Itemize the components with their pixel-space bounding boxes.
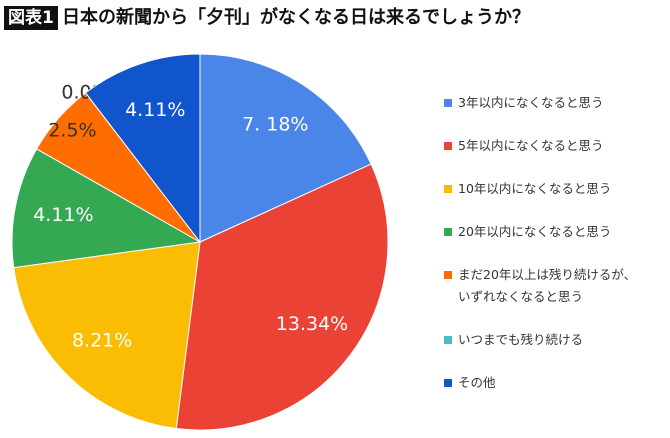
legend-item: 5年以内になくなると思う [444,135,638,157]
legend-swatch [444,271,452,279]
legend-swatch [444,336,452,344]
data-label: 4.11% [33,204,93,226]
legend-label: 3年以内になくなると思う [458,95,604,110]
chart-title: 日本の新聞から「夕刊」がなくなる日は来るでしょうか？ [62,7,530,28]
data-label: 7. 18% [242,114,308,136]
pie-slice [13,241,201,430]
legend-swatch [444,228,452,236]
legend-item: 10年以内になくなると思う [444,178,638,200]
legend-label: その他 [458,375,496,390]
legend-item: 3年以内になくなると思う [444,92,638,114]
pie-slice [175,163,389,431]
data-label: 8.21% [72,329,132,351]
pie-slice [199,53,372,243]
legend-label: 20年以内になくなると思う [458,224,612,239]
legend-item: 20年以内になくなると思う [444,221,638,243]
data-label: 2.5% [48,119,96,141]
legend-label: 10年以内になくなると思う [458,181,612,196]
data-label: 4.11% [125,99,185,121]
legend: 3年以内になくなると思う 5年以内になくなると思う 10年以内になくなると思う 20年… [444,92,664,415]
legend-label: 5年以内になくなると思う [458,138,604,153]
legend-label: まだ20年以上は残り続けるが、いずれなくなると思う [458,267,637,304]
data-label: 13.34% [276,313,348,335]
pie-slice [11,148,202,269]
badge: 図表1 [4,6,58,30]
legend-swatch [444,185,452,193]
legend-item: まだ20年以上は残り続けるが、いずれなくなると思う [444,264,638,308]
legend-swatch [444,142,452,150]
legend-label: いつまでも残り続ける [458,332,584,347]
legend-swatch [444,99,452,107]
legend-item: いつまでも残り続ける [444,329,638,351]
legend-swatch [444,379,452,387]
pie-slice [84,53,201,244]
legend-item: その他 [444,372,638,394]
